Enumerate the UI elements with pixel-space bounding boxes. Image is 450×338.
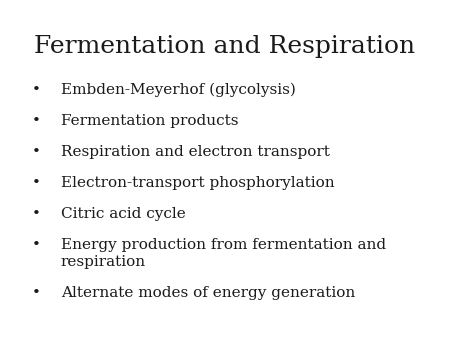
Text: Embden-Meyerhof (glycolysis): Embden-Meyerhof (glycolysis) xyxy=(61,83,296,97)
Text: respiration: respiration xyxy=(61,255,146,268)
Text: •: • xyxy=(32,114,40,128)
Text: Energy production from fermentation and: Energy production from fermentation and xyxy=(61,238,386,252)
Text: Respiration and electron transport: Respiration and electron transport xyxy=(61,145,329,159)
Text: •: • xyxy=(32,176,40,190)
Text: Alternate modes of energy generation: Alternate modes of energy generation xyxy=(61,286,355,299)
Text: •: • xyxy=(32,238,40,252)
Text: Fermentation and Respiration: Fermentation and Respiration xyxy=(35,35,415,58)
Text: •: • xyxy=(32,83,40,97)
Text: Citric acid cycle: Citric acid cycle xyxy=(61,207,185,221)
Text: Electron-transport phosphorylation: Electron-transport phosphorylation xyxy=(61,176,334,190)
Text: •: • xyxy=(32,145,40,159)
Text: Fermentation products: Fermentation products xyxy=(61,114,238,128)
Text: •: • xyxy=(32,207,40,221)
Text: •: • xyxy=(32,286,40,299)
